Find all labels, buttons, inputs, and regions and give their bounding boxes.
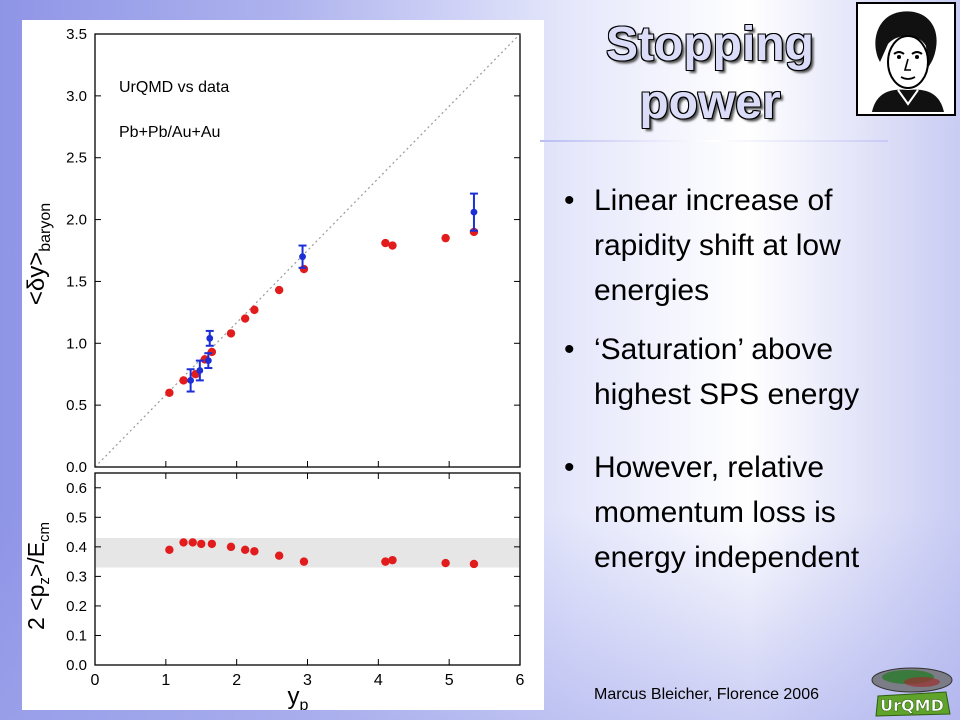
model-point <box>179 376 188 385</box>
upper-y-tick-label: 1.0 <box>66 335 87 352</box>
model-point <box>299 264 309 274</box>
lower-y-tick-label: 0.6 <box>66 480 87 497</box>
model-point <box>388 241 397 250</box>
bullet-item: ‘Saturation’ above highest SPS energy <box>560 327 920 417</box>
data-point <box>187 377 195 384</box>
bullet-list: Linear increase of rapidity shift at low… <box>560 178 920 580</box>
bullet-item: Linear increase of rapidity shift at low… <box>560 178 920 313</box>
model-point <box>381 238 390 248</box>
model-point <box>250 305 259 315</box>
model-point <box>250 547 259 556</box>
annotation-system: Pb+Pb/Au+Au <box>119 124 220 141</box>
lower-y-tick-label: 0.3 <box>66 568 87 585</box>
slide-title-line-2: power <box>639 76 781 129</box>
chart-panel: 0.0 0.5 1.0 1.5 2.0 2.5 3.0 3.5 UrQMD vs data P… <box>22 20 544 710</box>
x-tick-label: 5 <box>445 672 454 689</box>
x-tick-label: 1 <box>161 672 170 689</box>
annotation-model-vs-data: UrQMD vs data <box>119 79 229 96</box>
x-tick-label: 0 <box>91 672 100 689</box>
model-point <box>207 539 217 549</box>
lower-y-tick-label: 0.4 <box>66 539 87 556</box>
upper-y-tick-label: 3.0 <box>66 88 87 105</box>
model-point <box>441 558 450 568</box>
lower-y-tick-label: 0.5 <box>66 509 87 526</box>
data-point <box>206 334 214 342</box>
model-point <box>197 539 206 549</box>
slide-title-line-1: Stopping <box>606 18 814 71</box>
x-tick-label: 4 <box>374 672 383 689</box>
lower-y-tick-label: 0.0 <box>66 657 87 674</box>
lower-data-points <box>165 538 479 569</box>
urqmd-logo-text: UrQMD <box>880 696 944 715</box>
lower-plot-frame <box>94 472 521 666</box>
data-point <box>299 253 306 261</box>
x-axis-ticks: 0 1 2 3 4 5 6 <box>91 473 525 689</box>
upper-y-tick-label: 2.5 <box>66 150 87 167</box>
model-point <box>469 559 479 569</box>
model-point <box>165 388 174 397</box>
model-point <box>188 538 197 547</box>
upper-y-tick-label: 3.5 <box>66 26 87 43</box>
goethe-portrait-logo <box>856 2 956 116</box>
model-point <box>299 557 309 566</box>
upper-y-axis-label: <δy>baryon <box>23 203 54 305</box>
model-point <box>381 557 390 566</box>
x-tick-label: 3 <box>303 672 312 689</box>
upper-data-points <box>165 192 479 397</box>
upper-y-ticks: 0.0 0.5 1.0 1.5 2.0 2.5 3.0 3.5 <box>66 26 521 476</box>
model-point <box>226 542 236 552</box>
x-tick-label: 6 <box>516 672 525 689</box>
model-point <box>274 551 284 560</box>
lower-y-tick-label: 0.2 <box>66 598 87 615</box>
model-point <box>441 233 450 243</box>
model-point <box>388 555 397 565</box>
model-point <box>240 314 250 323</box>
lower-y-ticks: 0.0 0.1 0.2 0.3 0.4 0.5 0.6 <box>66 480 520 674</box>
model-point <box>165 545 174 554</box>
slide-title: Stopping power <box>560 16 860 132</box>
bullet-item: However, relative momentum loss is energ… <box>560 445 920 580</box>
model-point <box>226 329 236 338</box>
chart-canvas: 0.0 0.5 1.0 1.5 2.0 2.5 3.0 3.5 UrQMD vs data P… <box>23 26 525 710</box>
urqmd-logo: UrQMD <box>871 667 953 717</box>
upper-y-tick-label: 1.5 <box>66 273 87 290</box>
x-tick-label: 2 <box>232 672 241 689</box>
footer-author: Marcus Bleicher, Florence 2006 <box>594 686 819 703</box>
data-point <box>196 367 204 374</box>
lower-y-axis-label: 2 <pz>/Ecm <box>23 522 53 630</box>
model-point <box>179 538 188 547</box>
lower-y-tick-label: 0.1 <box>66 627 87 644</box>
upper-y-tick-label: 0.5 <box>66 397 87 414</box>
upper-y-tick-label: 0.0 <box>66 459 87 476</box>
data-point <box>204 357 212 365</box>
title-divider <box>540 140 888 142</box>
model-point <box>240 545 250 554</box>
data-point <box>470 208 478 216</box>
model-point <box>274 285 284 295</box>
upper-y-tick-label: 2.0 <box>66 212 87 229</box>
